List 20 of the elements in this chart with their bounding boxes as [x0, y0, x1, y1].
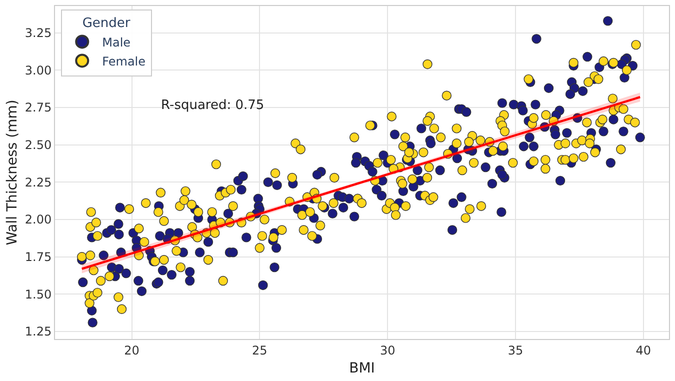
y-tick-label: 1.50 [24, 287, 52, 302]
legend-label: Male [102, 35, 131, 50]
x-tick-label: 30 [380, 343, 396, 358]
y-tick-label: 1.75 [24, 250, 52, 264]
y-tick-label: 3.25 [24, 26, 52, 40]
x-tick-label: 40 [636, 343, 652, 358]
y-tick-label: 2.25 [24, 175, 52, 190]
y-axis-title: Wall Thickness (mm) [4, 100, 20, 246]
x-axis-title: BMI [349, 360, 375, 377]
y-tick-label: 2.00 [24, 212, 52, 227]
annotation: R-squared: 0.75 [161, 98, 264, 113]
y-tick-label: 1.25 [24, 324, 52, 339]
y-tick-label: 3.00 [24, 63, 52, 78]
y-tick-label: 2.50 [24, 138, 52, 152]
legend-title: Gender [82, 16, 131, 32]
x-tick-label: 25 [252, 343, 268, 358]
x-tick-label: 35 [508, 343, 524, 358]
legend-label: Female [102, 54, 146, 68]
x-tick-label: 20 [124, 343, 140, 358]
y-tick-label: 2.75 [24, 100, 52, 115]
